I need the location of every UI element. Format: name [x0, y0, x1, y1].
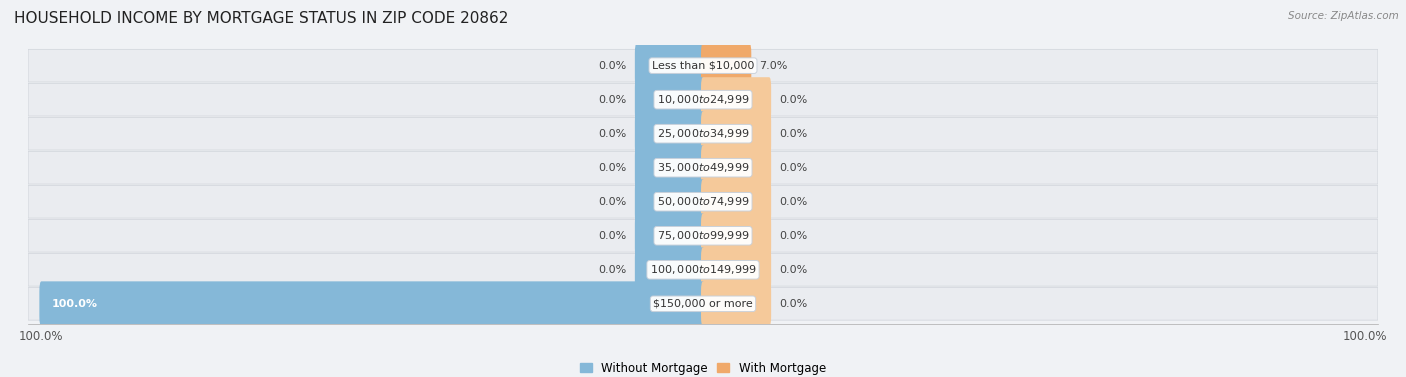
FancyBboxPatch shape [702, 111, 770, 156]
FancyBboxPatch shape [636, 179, 704, 224]
Text: 0.0%: 0.0% [599, 265, 627, 275]
Text: 0.0%: 0.0% [599, 231, 627, 241]
Text: 0.0%: 0.0% [779, 95, 807, 105]
Text: $10,000 to $24,999: $10,000 to $24,999 [657, 93, 749, 106]
Text: Source: ZipAtlas.com: Source: ZipAtlas.com [1288, 11, 1399, 21]
Text: $150,000 or more: $150,000 or more [654, 299, 752, 309]
FancyBboxPatch shape [636, 77, 704, 122]
Legend: Without Mortgage, With Mortgage: Without Mortgage, With Mortgage [575, 357, 831, 377]
Text: $25,000 to $34,999: $25,000 to $34,999 [657, 127, 749, 140]
Text: 100.0%: 100.0% [51, 299, 97, 309]
FancyBboxPatch shape [39, 281, 704, 326]
Text: 0.0%: 0.0% [779, 299, 807, 309]
FancyBboxPatch shape [28, 288, 1378, 320]
Text: Less than $10,000: Less than $10,000 [652, 61, 754, 70]
FancyBboxPatch shape [702, 145, 770, 190]
FancyBboxPatch shape [636, 43, 704, 88]
FancyBboxPatch shape [702, 247, 770, 292]
Text: 0.0%: 0.0% [599, 61, 627, 70]
Text: $50,000 to $74,999: $50,000 to $74,999 [657, 195, 749, 208]
Text: 7.0%: 7.0% [759, 61, 787, 70]
FancyBboxPatch shape [702, 213, 770, 258]
FancyBboxPatch shape [28, 152, 1378, 184]
FancyBboxPatch shape [702, 179, 770, 224]
FancyBboxPatch shape [28, 185, 1378, 218]
FancyBboxPatch shape [28, 83, 1378, 116]
FancyBboxPatch shape [702, 281, 770, 326]
Text: 0.0%: 0.0% [599, 197, 627, 207]
FancyBboxPatch shape [636, 213, 704, 258]
Text: 0.0%: 0.0% [779, 163, 807, 173]
Text: 0.0%: 0.0% [779, 129, 807, 139]
FancyBboxPatch shape [636, 145, 704, 190]
FancyBboxPatch shape [28, 253, 1378, 286]
Text: 0.0%: 0.0% [779, 265, 807, 275]
Text: $75,000 to $99,999: $75,000 to $99,999 [657, 229, 749, 242]
FancyBboxPatch shape [28, 219, 1378, 252]
Text: 0.0%: 0.0% [779, 197, 807, 207]
Text: $100,000 to $149,999: $100,000 to $149,999 [650, 263, 756, 276]
Text: 0.0%: 0.0% [599, 129, 627, 139]
FancyBboxPatch shape [702, 77, 770, 122]
Text: $35,000 to $49,999: $35,000 to $49,999 [657, 161, 749, 174]
FancyBboxPatch shape [28, 117, 1378, 150]
FancyBboxPatch shape [702, 43, 751, 88]
Text: 0.0%: 0.0% [779, 231, 807, 241]
FancyBboxPatch shape [636, 111, 704, 156]
FancyBboxPatch shape [28, 49, 1378, 82]
Text: HOUSEHOLD INCOME BY MORTGAGE STATUS IN ZIP CODE 20862: HOUSEHOLD INCOME BY MORTGAGE STATUS IN Z… [14, 11, 509, 26]
Text: 0.0%: 0.0% [599, 163, 627, 173]
FancyBboxPatch shape [636, 247, 704, 292]
Text: 0.0%: 0.0% [599, 95, 627, 105]
